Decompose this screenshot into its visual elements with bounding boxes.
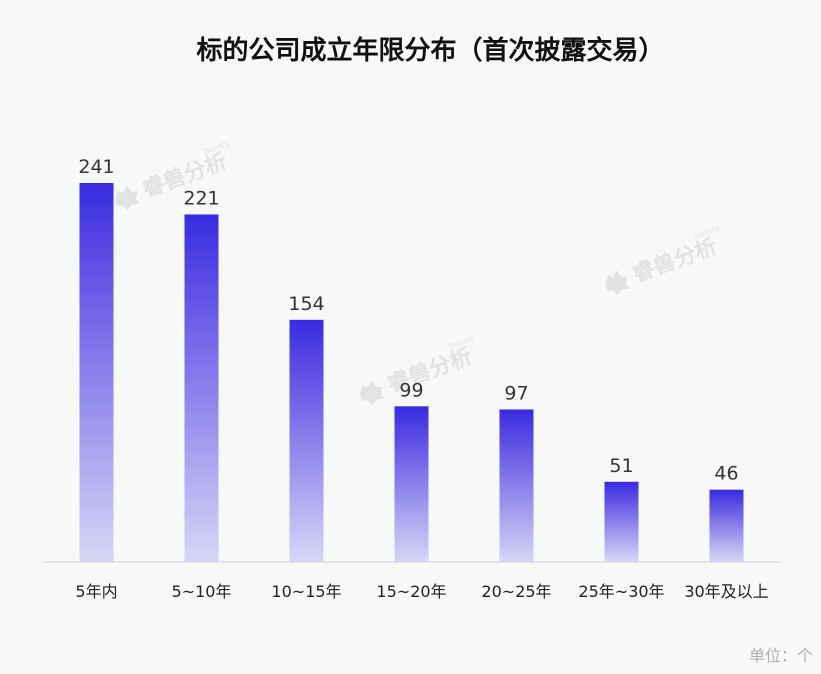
category-label-3: 10~15年 (271, 582, 341, 601)
category-label-2: 5~10年 (172, 582, 232, 601)
data-label-5: 97 (504, 382, 528, 404)
bar-2 (184, 214, 219, 563)
category-label-1: 5年内 (75, 582, 117, 601)
bar-4 (394, 406, 429, 562)
watermark-text: 睿兽分析 (629, 233, 721, 288)
chart-title: 标的公司成立年限分布（首次披露交易） (196, 36, 665, 66)
data-label-4: 99 (399, 379, 423, 401)
bar-5 (499, 409, 534, 562)
bars-group (79, 183, 744, 563)
beast-logo-icon (115, 185, 140, 211)
data-label-7: 46 (714, 463, 738, 485)
data-label-6: 51 (609, 455, 633, 477)
labels-group: 241 5年内 221 5~10年 154 10~15年 99 15~20年 97 20~25年 5… (75, 156, 768, 601)
watermark-text: 睿兽分析 (384, 343, 476, 398)
bar-1 (79, 183, 114, 562)
unit-label: 单位：个 (748, 646, 813, 665)
beast-logo-icon (605, 270, 630, 296)
category-label-7: 30年及以上 (684, 582, 768, 601)
beast-logo-icon (360, 380, 385, 406)
bar-3 (289, 319, 324, 562)
category-label-4: 15~20年 (376, 582, 446, 601)
bar-6 (604, 481, 639, 562)
category-label-5: 20~25年 (481, 582, 551, 601)
category-label-6: 25年~30年 (578, 582, 664, 601)
data-label-1: 241 (78, 156, 114, 178)
bar-7 (709, 489, 744, 562)
data-label-3: 154 (288, 293, 324, 315)
data-label-2: 221 (183, 187, 219, 209)
